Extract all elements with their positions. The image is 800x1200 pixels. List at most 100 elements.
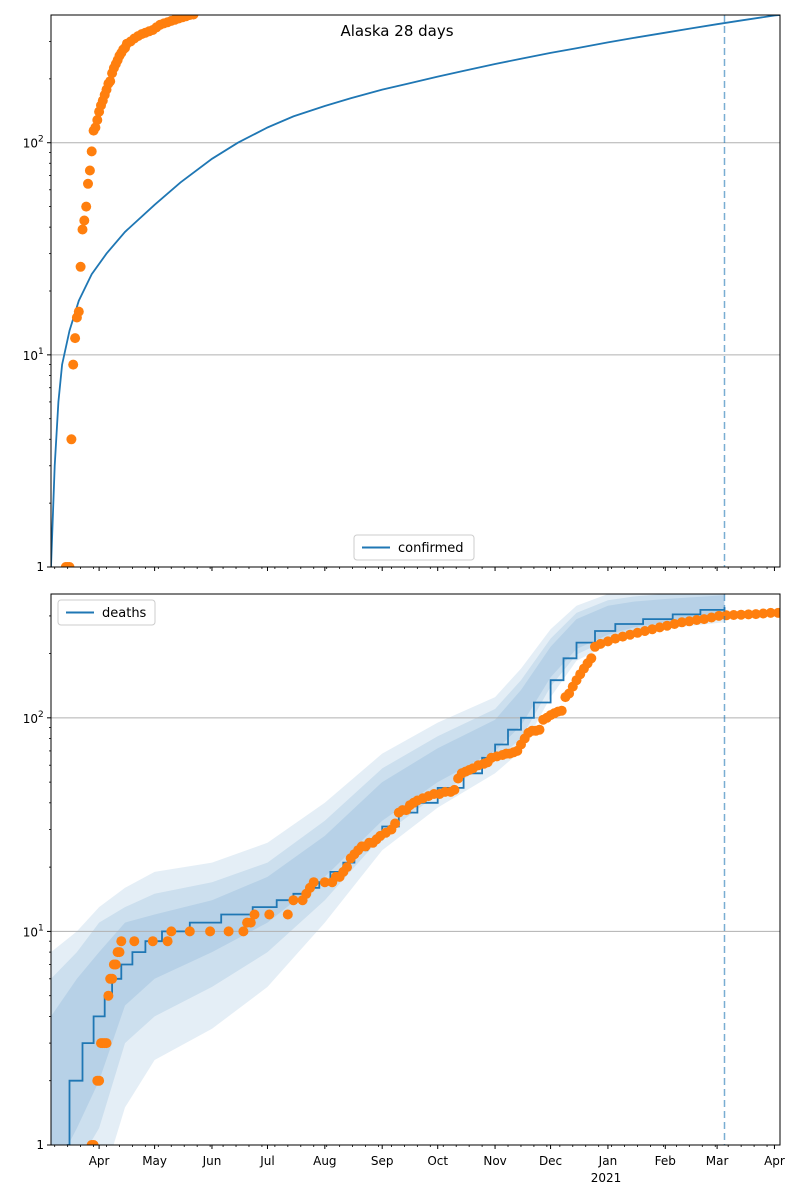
- observed-point: [264, 909, 275, 920]
- observed-point: [129, 936, 140, 947]
- series-line-confirmed: [51, 15, 780, 567]
- y-tick-exponent: 1: [38, 347, 44, 357]
- observed-point: [188, 15, 199, 20]
- observed-point: [90, 122, 101, 133]
- observed-point: [162, 936, 173, 947]
- deaths-legend: deaths: [57, 599, 156, 626]
- observed-point: [73, 306, 84, 317]
- x-tick-label: Jan: [598, 1154, 618, 1168]
- observed-point: [116, 936, 127, 947]
- observed-point: [238, 926, 249, 937]
- y-tick-label: 10: [23, 925, 38, 939]
- observed-point: [64, 562, 75, 567]
- x-tick-label: Aug: [313, 1154, 336, 1168]
- observed-point: [92, 115, 103, 125]
- observed-point: [319, 877, 330, 888]
- observed-point: [107, 973, 118, 984]
- observed-point: [282, 909, 293, 920]
- observed-point: [81, 201, 92, 212]
- deaths-legend-label: deaths: [102, 606, 147, 621]
- observed-point: [449, 784, 460, 795]
- observed-point: [390, 818, 401, 829]
- x-year-label: 2021: [591, 1171, 622, 1185]
- observed-point: [736, 609, 747, 620]
- observed-point: [110, 959, 121, 970]
- observed-point: [765, 607, 776, 618]
- observed-point: [534, 724, 545, 735]
- observed-point: [79, 215, 90, 226]
- x-tick-label: Apr: [89, 1154, 110, 1168]
- y-tick-label: 1: [36, 560, 44, 574]
- x-tick-label: Mar: [706, 1154, 729, 1168]
- observed-point: [103, 990, 114, 1001]
- observed-point: [288, 895, 299, 906]
- y-tick-label: 10: [23, 712, 38, 726]
- y-tick-label: 1: [36, 1138, 44, 1152]
- y-tick-label: 10: [23, 349, 38, 363]
- observed-point: [184, 926, 195, 937]
- confirmed-gridlines: [51, 142, 780, 356]
- x-tick-label: Apr: [764, 1154, 785, 1168]
- observed-point: [77, 224, 88, 235]
- deaths-legend-box: [57, 599, 156, 626]
- y-tick-label: 10: [23, 137, 38, 151]
- observed-point: [728, 610, 739, 620]
- observed-point: [743, 609, 754, 620]
- observed-point: [249, 909, 260, 920]
- confirmed-plot-area: [51, 15, 780, 567]
- observed-point: [75, 261, 86, 272]
- chart-title: Alaska 28 days: [340, 22, 453, 40]
- deaths-uncertainty-bands: [51, 594, 725, 1145]
- observed-point: [83, 178, 93, 189]
- observed-point: [147, 936, 158, 947]
- y-tick-exponent: 2: [38, 135, 44, 145]
- observed-point: [94, 1075, 105, 1086]
- observed-point: [556, 705, 567, 716]
- observed-point: [223, 926, 234, 937]
- observed-point: [70, 333, 81, 344]
- observed-point: [68, 359, 79, 370]
- deaths-frame: [50, 593, 781, 1146]
- confirmed-legend-label: confirmed: [398, 541, 464, 556]
- observed-point: [205, 926, 216, 937]
- observed-point: [308, 877, 319, 888]
- x-tick-label: Dec: [539, 1154, 562, 1168]
- confirmed-x-ticks: [54, 567, 775, 571]
- observed-point: [758, 608, 769, 619]
- x-tick-label: Oct: [427, 1154, 448, 1168]
- observed-point: [342, 862, 352, 873]
- observed-point: [84, 165, 95, 176]
- confirmed-legend-box: [353, 534, 475, 561]
- band-outer: [51, 594, 725, 1145]
- x-tick-label: Nov: [483, 1154, 506, 1168]
- observed-point: [684, 616, 695, 627]
- confirmed-legend: confirmed: [353, 534, 475, 561]
- y-tick-exponent: 1: [38, 923, 44, 933]
- observed-point: [245, 917, 256, 928]
- x-tick-label: Sep: [371, 1154, 394, 1168]
- observed-point: [101, 1038, 112, 1049]
- observed-point: [750, 609, 761, 620]
- x-tick-label: Feb: [655, 1154, 676, 1168]
- x-tick-label: Jun: [202, 1154, 222, 1168]
- observed-point: [713, 610, 724, 621]
- observed-point: [773, 607, 780, 618]
- y-tick-exponent: 2: [38, 710, 44, 720]
- observed-point: [114, 947, 125, 958]
- x-tick-label: May: [142, 1154, 167, 1168]
- deaths-plot-area: [51, 594, 780, 1145]
- observed-point: [691, 615, 702, 625]
- observed-point: [676, 617, 687, 628]
- confirmed-series: [51, 15, 780, 567]
- deaths-x-ticks: Apr May Jun Jul Aug Sep Oct Nov Dec Jan Feb Mar Apr: [54, 1145, 785, 1168]
- observed-point: [166, 926, 177, 937]
- observed-point: [86, 146, 97, 157]
- observed-point: [586, 653, 597, 664]
- x-tick-label: Jul: [259, 1154, 274, 1168]
- observed-point: [88, 1140, 99, 1145]
